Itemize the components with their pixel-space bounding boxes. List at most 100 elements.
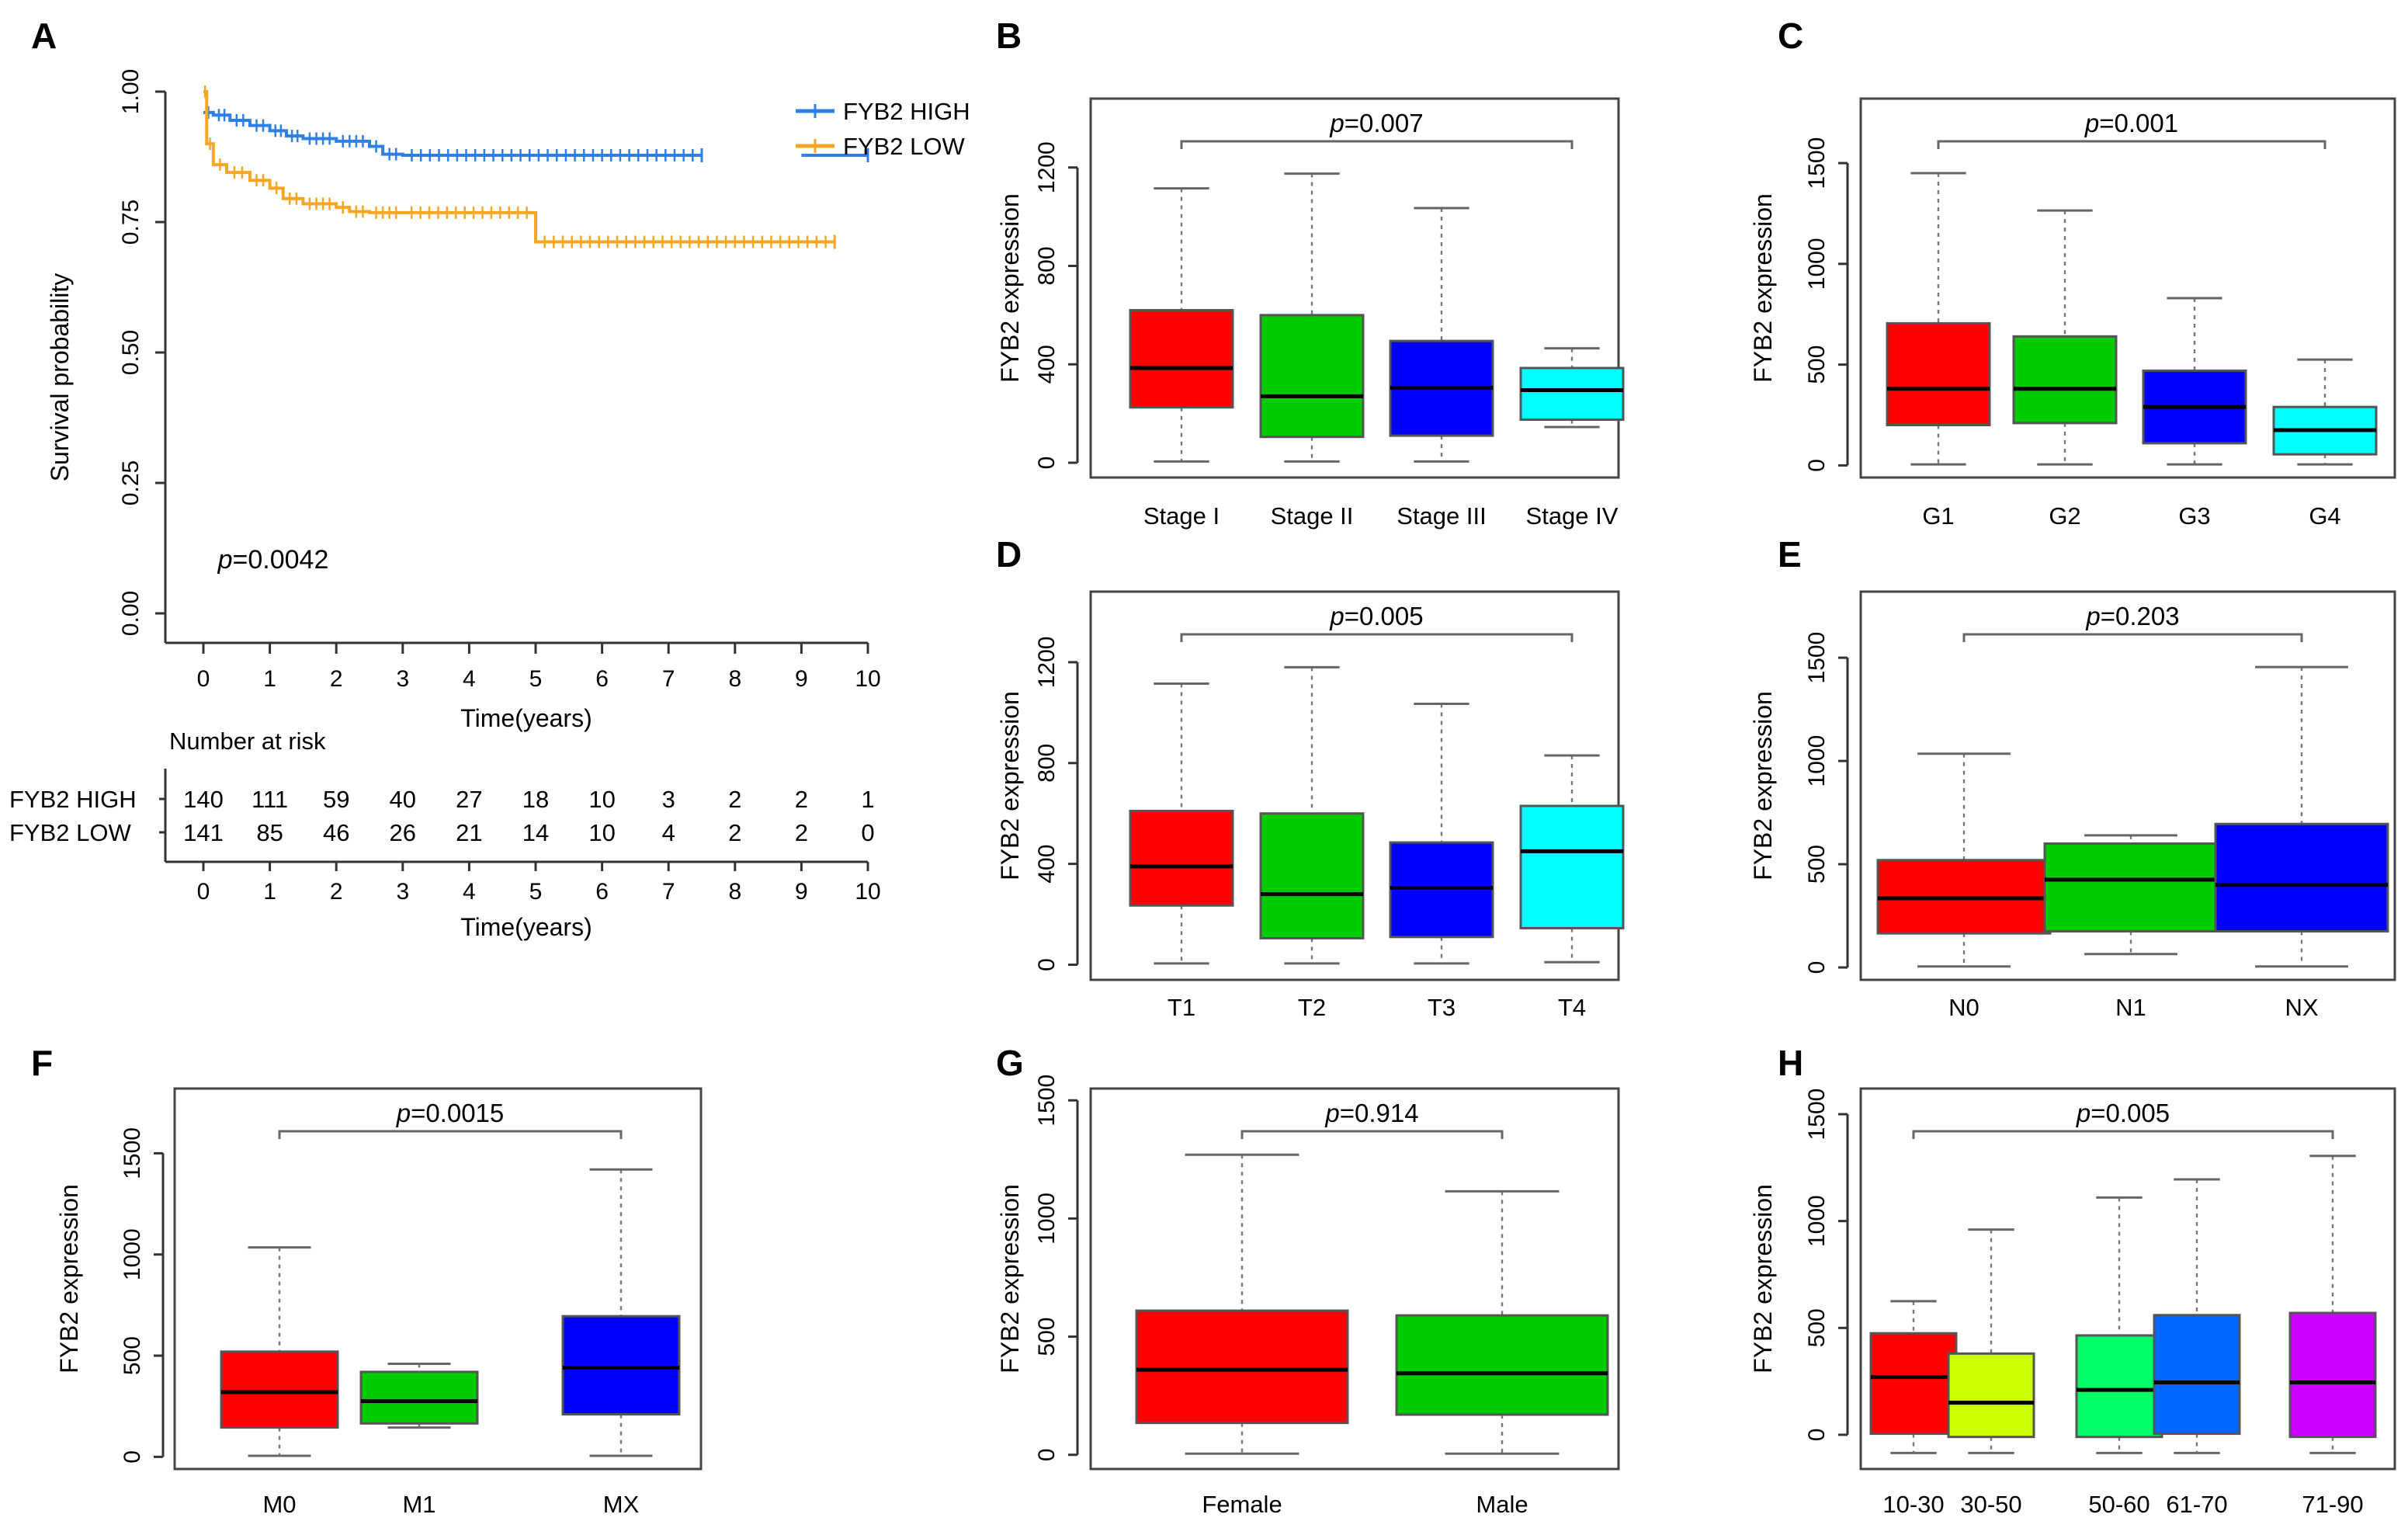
category-label: M1 bbox=[402, 1491, 435, 1518]
y-tick-label: 1500 bbox=[1034, 1075, 1060, 1127]
y-tick-label: 1200 bbox=[1034, 637, 1060, 689]
y-tick-label: 0 bbox=[1804, 1429, 1830, 1442]
panel-f-boxplot: F 0 500 1000 1500 FYB2 expression M0 M1 MX p=0.00… bbox=[31, 1043, 703, 1518]
plot-frame bbox=[1859, 1087, 2396, 1471]
box-50-60 bbox=[2075, 1334, 2163, 1439]
box-female bbox=[1135, 1309, 1349, 1425]
category-label: Female bbox=[1202, 1491, 1282, 1518]
plot-frame bbox=[1089, 97, 1620, 479]
box-stage-ii bbox=[1259, 314, 1365, 439]
y-tick-label: 0.00 bbox=[118, 591, 144, 636]
risk-count: 2 bbox=[728, 786, 741, 813]
plot-frame bbox=[1859, 590, 2396, 981]
risk-x-tick-label: 5 bbox=[529, 879, 543, 905]
p-value-text: p=0.005 bbox=[1329, 602, 1423, 630]
category-label: G1 bbox=[1922, 502, 1954, 530]
p-value: =0.005 bbox=[1345, 602, 1424, 630]
p-value: =0.0015 bbox=[411, 1099, 504, 1127]
y-tick-label: 0 bbox=[1034, 1448, 1060, 1461]
x-tick-label: 6 bbox=[595, 666, 609, 692]
p-value-text: p=0.203 bbox=[2085, 602, 2179, 630]
p-label: p bbox=[1329, 602, 1344, 630]
p-label: p bbox=[217, 545, 233, 575]
survival-curve-low bbox=[203, 90, 835, 244]
category-label: Male bbox=[1476, 1491, 1528, 1518]
y-tick-label: 0.50 bbox=[118, 330, 144, 375]
y-tick-label: 0 bbox=[1034, 457, 1060, 470]
box-61-70 bbox=[2153, 1314, 2241, 1436]
legend-label: FYB2 HIGH bbox=[843, 98, 970, 125]
box-t4 bbox=[1519, 804, 1625, 929]
panel-letter-c: C bbox=[1778, 16, 1803, 56]
box-30-50 bbox=[1947, 1352, 2035, 1439]
box-stage-iv bbox=[1519, 366, 1625, 422]
y-tick-label: 1000 bbox=[1804, 1195, 1830, 1247]
y-tick-label: 500 bbox=[1804, 845, 1830, 884]
category-label: Stage III bbox=[1397, 502, 1486, 530]
p-label: p bbox=[1329, 109, 1344, 137]
survival-curve-high bbox=[203, 110, 702, 157]
category-label: T4 bbox=[1558, 994, 1586, 1021]
category-label: G4 bbox=[2309, 502, 2340, 530]
y-tick-label: 1000 bbox=[1034, 1193, 1060, 1245]
risk-x-tick-label: 3 bbox=[396, 879, 409, 905]
y-tick-label: 1500 bbox=[1804, 137, 1830, 189]
y-tick-label: 800 bbox=[1034, 246, 1060, 285]
panel-letter-d: D bbox=[996, 534, 1022, 575]
y-tick-label: 1500 bbox=[120, 1127, 145, 1179]
panel-letter-g: G bbox=[996, 1043, 1024, 1083]
x-tick-label: 4 bbox=[463, 666, 476, 692]
panel-g-boxplot: G 0 500 1000 1500 FYB2 expression Female Male p=… bbox=[996, 1043, 1620, 1518]
x-tick-label: 1 bbox=[263, 666, 276, 692]
p-label: p bbox=[2085, 602, 2100, 630]
category-label: N0 bbox=[1948, 994, 1979, 1021]
y-axis-title: FYB2 expression bbox=[996, 193, 1024, 383]
x-axis-title: Time(years) bbox=[460, 704, 592, 732]
x-tick-label: 8 bbox=[728, 666, 741, 692]
x-tick-label: 2 bbox=[330, 666, 343, 692]
p-label: p bbox=[2076, 1099, 2091, 1127]
p-value: =0.203 bbox=[2101, 602, 2180, 630]
risk-x-tick-label: 8 bbox=[728, 879, 741, 905]
category-label: T3 bbox=[1428, 994, 1456, 1021]
risk-x-tick-label: 0 bbox=[197, 879, 210, 905]
box-n1 bbox=[2043, 842, 2219, 933]
p-value-text: p=0.0015 bbox=[396, 1099, 505, 1127]
p-value: =0.0042 bbox=[233, 545, 329, 575]
risk-x-axis-title: Time(years) bbox=[460, 913, 592, 941]
panel-a-survival-chart: A0.000.250.500.751.000 1 2 3 4 5 6 7 8 9 10Time(ye… bbox=[9, 16, 970, 941]
risk-table-title: Number at risk bbox=[169, 728, 326, 755]
panel-letter-e: E bbox=[1778, 534, 1802, 575]
p-value-text: p=0.001 bbox=[2084, 109, 2178, 137]
p-value-text: p=0.005 bbox=[2076, 1099, 2170, 1127]
y-tick-label: 1500 bbox=[1804, 632, 1830, 684]
x-tick-label: 10 bbox=[855, 666, 880, 692]
category-label: Stage I bbox=[1143, 502, 1220, 530]
risk-x-tick-label: 2 bbox=[330, 879, 343, 905]
y-axis-title: FYB2 expression bbox=[996, 691, 1024, 880]
panel-d-boxplot: D 0 400 800 1200 FYB2 expression T1 T2 T3 T4 p=0.0… bbox=[996, 534, 1625, 1021]
risk-count: 26 bbox=[390, 819, 416, 846]
significance-bracket bbox=[1180, 633, 1574, 642]
risk-count: 14 bbox=[522, 819, 549, 846]
y-tick-label: 400 bbox=[1034, 845, 1060, 884]
p-label: p bbox=[396, 1099, 411, 1127]
x-tick-label: 9 bbox=[795, 666, 808, 692]
box-mx bbox=[561, 1314, 681, 1416]
p-value: =0.001 bbox=[2099, 109, 2178, 137]
significance-bracket bbox=[1912, 1130, 2334, 1139]
x-tick-label: 0 bbox=[197, 666, 210, 692]
category-label: NX bbox=[2285, 994, 2318, 1021]
significance-bracket bbox=[1937, 140, 2326, 149]
significance-bracket bbox=[278, 1130, 623, 1139]
p-value: =0.914 bbox=[1340, 1099, 1419, 1127]
category-label: Stage IV bbox=[1526, 502, 1619, 530]
x-tick-label: 7 bbox=[662, 666, 675, 692]
risk-count: 85 bbox=[256, 819, 283, 846]
y-tick-label: 1.00 bbox=[118, 69, 144, 114]
risk-count: 21 bbox=[456, 819, 482, 846]
category-label: Stage II bbox=[1271, 502, 1354, 530]
risk-x-tick-label: 9 bbox=[795, 879, 808, 905]
plot-frame bbox=[1089, 590, 1620, 981]
